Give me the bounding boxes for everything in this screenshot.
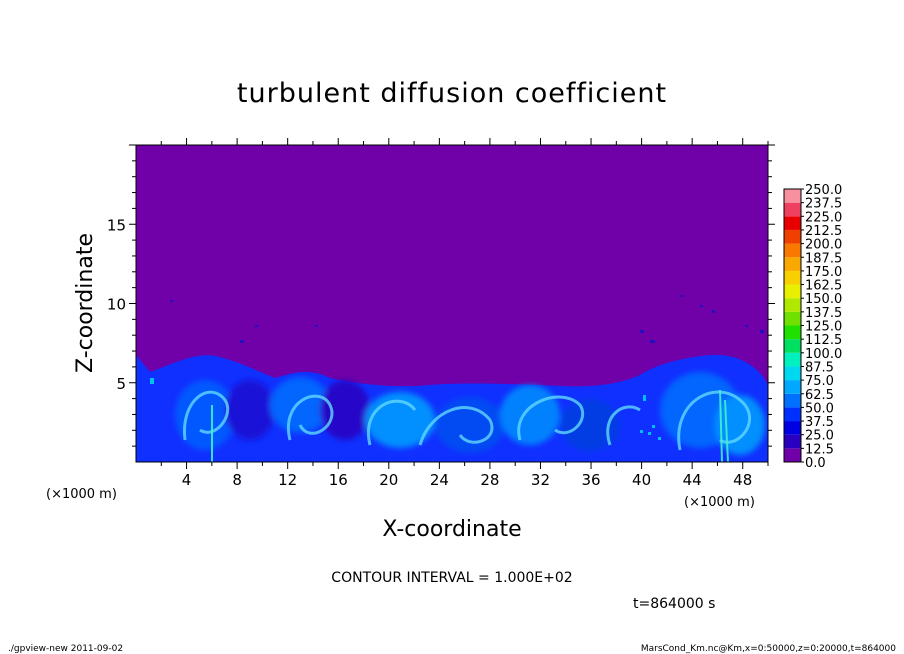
colorbar-level-label: 175.0 xyxy=(805,265,842,280)
colorbar-level-label: 112.5 xyxy=(805,333,842,348)
y-axis-unit: (×1000 m) xyxy=(684,495,755,510)
colorbar-swatch xyxy=(784,270,801,285)
y-tick-label: 10 xyxy=(107,296,126,314)
colorbar-swatch xyxy=(784,216,801,230)
colorbar-swatch xyxy=(784,434,801,449)
colorbar-level-label: 125.0 xyxy=(805,320,842,335)
colorbar-level-label: 50.0 xyxy=(805,401,834,416)
x-tick-label: 12 xyxy=(278,471,297,489)
colorbar-level-label: 212.5 xyxy=(805,224,842,239)
colorbar-level-label: 150.0 xyxy=(805,292,842,307)
colorbar-swatch xyxy=(784,448,801,462)
x-tick-label: 40 xyxy=(632,471,651,489)
colorbar-swatch xyxy=(784,393,801,408)
x-tick-label: 4 xyxy=(182,471,192,489)
colorbar-level-label: 12.5 xyxy=(805,442,834,457)
colorbar-level-label: 162.5 xyxy=(805,279,842,294)
chart-title: turbulent diffusion coefficient xyxy=(237,78,667,109)
colorbar-swatch xyxy=(784,298,801,312)
turbulent-field xyxy=(136,295,768,462)
colorbar-level-label: 25.0 xyxy=(805,429,834,444)
x-tick-label: 32 xyxy=(531,471,550,489)
colorbar-swatch xyxy=(784,325,801,340)
x-tick-label: 44 xyxy=(683,471,702,489)
colorbar-level-label: 100.0 xyxy=(805,347,842,362)
colorbar-level-label: 87.5 xyxy=(805,360,834,375)
footer-right: MarsCond_Km.nc@Km,x=0:50000,z=0:20000,t=… xyxy=(641,644,896,654)
y-tick-label: 5 xyxy=(116,375,126,393)
colorbar-level-label: 0.0 xyxy=(805,456,826,471)
colorbar-level-label: 75.0 xyxy=(805,374,834,389)
y-axis-label: Z-coordinate xyxy=(73,233,98,373)
x-tick-label: 24 xyxy=(430,471,449,489)
colorbar-swatch xyxy=(784,380,801,394)
x-axis-unit: (×1000 m) xyxy=(46,487,117,502)
x-tick-label: 20 xyxy=(379,471,398,489)
colorbar-swatch xyxy=(784,352,801,367)
x-tick-label: 16 xyxy=(329,471,348,489)
contour-interval: CONTOUR INTERVAL = 1.000E+02 xyxy=(331,570,572,586)
colorbar-level-label: 225.0 xyxy=(805,210,842,225)
colorbar-swatch xyxy=(784,366,801,381)
footer-left: ./gpview-new 2011-09-02 xyxy=(8,644,123,654)
x-tick-label: 8 xyxy=(232,471,242,489)
colorbar-swatch xyxy=(784,311,801,326)
colorbar-level-label: 37.5 xyxy=(805,415,834,430)
colorbar-level-label: 137.5 xyxy=(805,306,842,321)
colorbar-level-label: 250.0 xyxy=(805,183,842,198)
plot-area xyxy=(136,145,768,462)
time-label: t=864000 s xyxy=(633,596,715,612)
colorbar-swatch xyxy=(784,284,801,299)
y-tick-label: 15 xyxy=(107,216,126,234)
x-tick-label: 36 xyxy=(581,471,600,489)
colorbar-swatch xyxy=(784,202,801,217)
colorbar-level-label: 62.5 xyxy=(805,388,834,403)
colorbar-swatch xyxy=(784,243,801,258)
colorbar-level-label: 237.5 xyxy=(805,197,842,212)
colorbar: 0.012.525.037.550.062.575.087.5100.0112.… xyxy=(783,183,842,471)
colorbar-swatch xyxy=(784,229,801,244)
colorbar-swatch xyxy=(784,189,801,203)
colorbar-swatch xyxy=(784,407,801,422)
colorbar-swatch xyxy=(784,421,801,435)
x-tick-label: 48 xyxy=(733,471,752,489)
x-tick-label: 28 xyxy=(480,471,499,489)
x-axis: 4 8 12 16 20 24 28 32 36 40 44 48 xyxy=(160,138,769,489)
colorbar-level-label: 187.5 xyxy=(805,251,842,266)
x-axis-label: X-coordinate xyxy=(382,517,521,542)
colorbar-swatch xyxy=(784,257,801,271)
colorbar-level-label: 200.0 xyxy=(805,238,842,253)
y-axis: 5 10 15 xyxy=(107,144,775,447)
colorbar-swatch xyxy=(784,339,801,353)
